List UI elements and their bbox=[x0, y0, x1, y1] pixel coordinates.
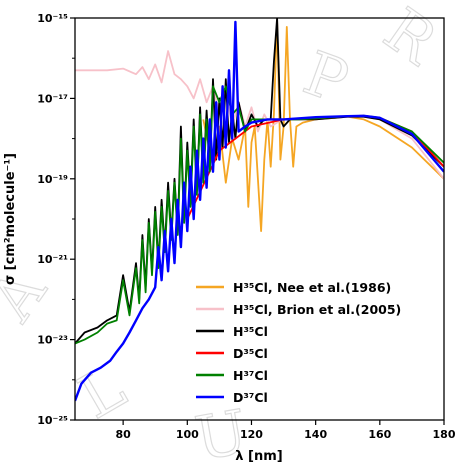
x-tick-label: 160 bbox=[368, 428, 391, 441]
x-tick-label: 120 bbox=[240, 428, 263, 441]
legend-label: H³⁵Cl bbox=[233, 324, 268, 339]
legend: H³⁵Cl, Nee et al.(1986) H³⁵Cl, Brion et a… bbox=[196, 280, 401, 405]
svg-text:P: P bbox=[295, 38, 357, 118]
series-line-5 bbox=[75, 20, 444, 402]
series-line-1 bbox=[75, 50, 444, 180]
x-tick-label: 180 bbox=[433, 428, 456, 441]
y-tick-label: 10⁻²¹ bbox=[37, 253, 68, 266]
x-axis: 80 100 120 140 160 180 bbox=[115, 420, 456, 441]
series-layer bbox=[75, 18, 444, 402]
y-axis: 10⁻²⁵ 10⁻²³ 10⁻²¹ 10⁻¹⁹ 10⁻¹⁷ 10⁻¹⁵ bbox=[37, 12, 75, 427]
legend-label: D³⁷Cl bbox=[233, 390, 268, 405]
y-tick-label: 10⁻¹⁹ bbox=[37, 173, 68, 186]
y-tick-label: 10⁻¹⁷ bbox=[37, 92, 68, 105]
legend-label: D³⁵Cl bbox=[233, 346, 268, 361]
y-tick-label: 10⁻²³ bbox=[37, 334, 68, 347]
x-tick-label: 100 bbox=[176, 428, 199, 441]
y-tick-label: 10⁻¹⁵ bbox=[37, 12, 68, 25]
legend-label: H³⁵Cl, Brion et al.(2005) bbox=[233, 302, 401, 317]
x-tick-label: 80 bbox=[115, 428, 131, 441]
legend-label: H³⁵Cl, Nee et al.(1986) bbox=[233, 280, 391, 295]
y-axis-label: σ [cm²molecule⁻¹] bbox=[3, 153, 18, 285]
x-axis-label: λ [nm] bbox=[235, 449, 282, 464]
x-tick-label: 140 bbox=[304, 428, 327, 441]
watermark: A L U P R bbox=[0, 0, 451, 475]
legend-label: H³⁷Cl bbox=[233, 368, 268, 383]
y-tick-label: 10⁻²⁵ bbox=[37, 414, 68, 427]
svg-text:R: R bbox=[371, 0, 450, 79]
